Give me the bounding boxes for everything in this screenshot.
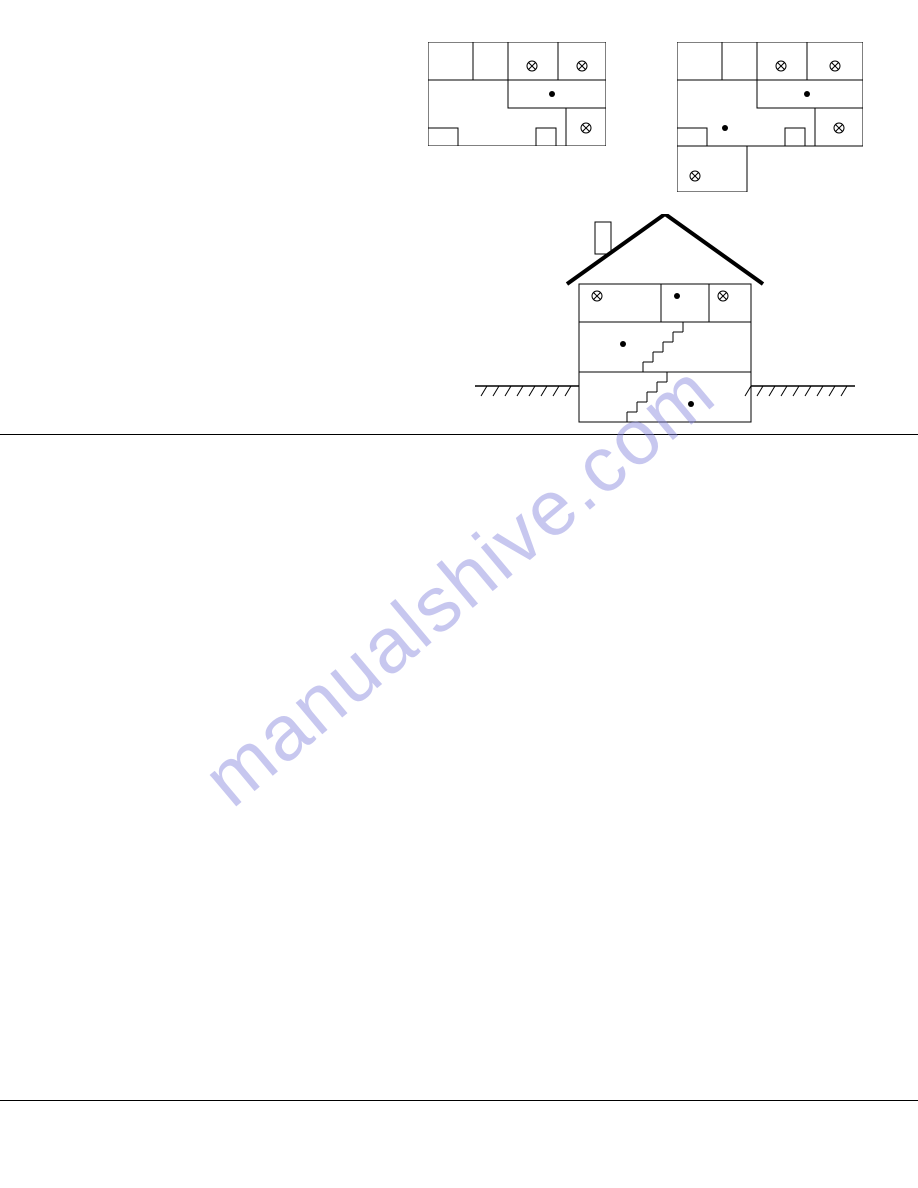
divider-line-2 <box>0 1100 918 1101</box>
floor-plan-diagram-2 <box>677 42 863 197</box>
floor-plan-diagram-1 <box>428 42 606 151</box>
house-elevation-diagram <box>475 214 855 439</box>
divider-line-1 <box>0 434 918 435</box>
